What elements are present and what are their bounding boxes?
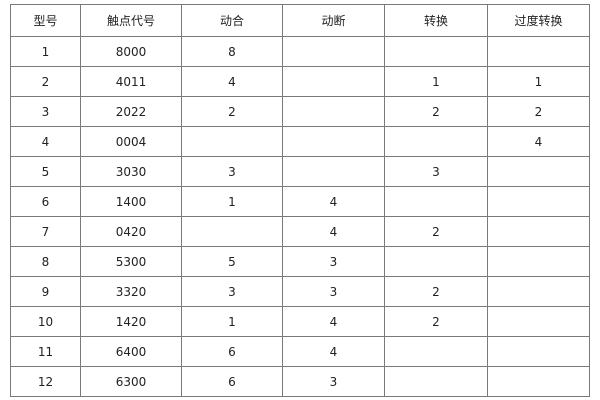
cell-changeover: 2 [384, 306, 488, 337]
cell-model: 6 [10, 186, 81, 217]
cell-transition-changeover [487, 366, 590, 397]
cell-contact-code: 2022 [80, 96, 182, 127]
cell-transition-changeover: 4 [487, 126, 590, 157]
cell-model: 2 [10, 66, 81, 97]
cell-model: 7 [10, 216, 81, 247]
cell-make [181, 126, 283, 157]
cell-contact-code: 5300 [80, 246, 182, 277]
cell-break [282, 156, 385, 187]
cell-make: 3 [181, 156, 283, 187]
cell-transition-changeover [487, 276, 590, 307]
cell-transition-changeover [487, 246, 590, 277]
cell-contact-code: 8000 [80, 36, 182, 67]
cell-changeover: 2 [384, 216, 488, 247]
cell-model: 5 [10, 156, 81, 187]
cell-model: 9 [10, 276, 81, 307]
header-break: 动断 [282, 4, 385, 37]
cell-transition-changeover [487, 306, 590, 337]
table-row: 10 1420 1 4 2 [10, 306, 590, 337]
cell-contact-code: 6300 [80, 366, 182, 397]
cell-make: 4 [181, 66, 283, 97]
header-make: 动合 [181, 4, 283, 37]
table-row: 11 6400 6 4 [10, 336, 590, 367]
cell-make: 8 [181, 36, 283, 67]
cell-break: 4 [282, 186, 385, 217]
cell-transition-changeover [487, 36, 590, 67]
cell-contact-code: 4011 [80, 66, 182, 97]
cell-make: 5 [181, 246, 283, 277]
cell-make: 2 [181, 96, 283, 127]
cell-model: 10 [10, 306, 81, 337]
cell-transition-changeover: 2 [487, 96, 590, 127]
cell-changeover [384, 36, 488, 67]
cell-changeover: 2 [384, 276, 488, 307]
cell-changeover [384, 246, 488, 277]
cell-make [181, 216, 283, 247]
table-row: 1 8000 8 [10, 36, 590, 67]
cell-model: 1 [10, 36, 81, 67]
cell-make: 6 [181, 336, 283, 367]
header-transition-changeover: 过度转换 [487, 4, 590, 37]
cell-transition-changeover [487, 156, 590, 187]
cell-transition-changeover [487, 216, 590, 247]
table-row: 2 4011 4 1 1 [10, 66, 590, 97]
cell-break: 4 [282, 336, 385, 367]
cell-make: 1 [181, 306, 283, 337]
cell-transition-changeover [487, 186, 590, 217]
cell-contact-code: 6400 [80, 336, 182, 367]
table-row: 4 0004 4 [10, 126, 590, 157]
cell-model: 12 [10, 366, 81, 397]
header-model: 型号 [10, 4, 81, 37]
cell-contact-code: 0004 [80, 126, 182, 157]
cell-transition-changeover: 1 [487, 66, 590, 97]
cell-break [282, 66, 385, 97]
cell-break: 3 [282, 366, 385, 397]
cell-model: 3 [10, 96, 81, 127]
cell-break: 4 [282, 306, 385, 337]
cell-changeover [384, 366, 488, 397]
cell-changeover: 1 [384, 66, 488, 97]
cell-changeover: 2 [384, 96, 488, 127]
cell-model: 8 [10, 246, 81, 277]
cell-break: 4 [282, 216, 385, 247]
cell-break [282, 96, 385, 127]
cell-break: 3 [282, 276, 385, 307]
cell-changeover [384, 126, 488, 157]
cell-break [282, 126, 385, 157]
cell-changeover [384, 186, 488, 217]
header-changeover: 转换 [384, 4, 488, 37]
cell-contact-code: 3320 [80, 276, 182, 307]
cell-make: 3 [181, 276, 283, 307]
header-contact-code: 触点代号 [80, 4, 182, 37]
cell-make: 1 [181, 186, 283, 217]
cell-contact-code: 1400 [80, 186, 182, 217]
table-row: 8 5300 5 3 [10, 246, 590, 277]
cell-break [282, 36, 385, 67]
table-row: 7 0420 4 2 [10, 216, 590, 247]
cell-contact-code: 1420 [80, 306, 182, 337]
cell-model: 11 [10, 336, 81, 367]
header-row: 型号 触点代号 动合 动断 转换 过度转换 [10, 4, 590, 37]
table-row: 9 3320 3 3 2 [10, 276, 590, 307]
table-row: 3 2022 2 2 2 [10, 96, 590, 127]
cell-make: 6 [181, 366, 283, 397]
cell-changeover: 3 [384, 156, 488, 187]
cell-model: 4 [10, 126, 81, 157]
cell-contact-code: 3030 [80, 156, 182, 187]
contact-spec-table: 型号 触点代号 动合 动断 转换 过度转换 1 8000 8 2 4011 4 1 1 3 2022 2 2 2 4… [10, 4, 590, 397]
table-row: 5 3030 3 3 [10, 156, 590, 187]
cell-transition-changeover [487, 336, 590, 367]
table-row: 12 6300 6 3 [10, 366, 590, 397]
table-row: 6 1400 1 4 [10, 186, 590, 217]
cell-changeover [384, 336, 488, 367]
cell-contact-code: 0420 [80, 216, 182, 247]
cell-break: 3 [282, 246, 385, 277]
